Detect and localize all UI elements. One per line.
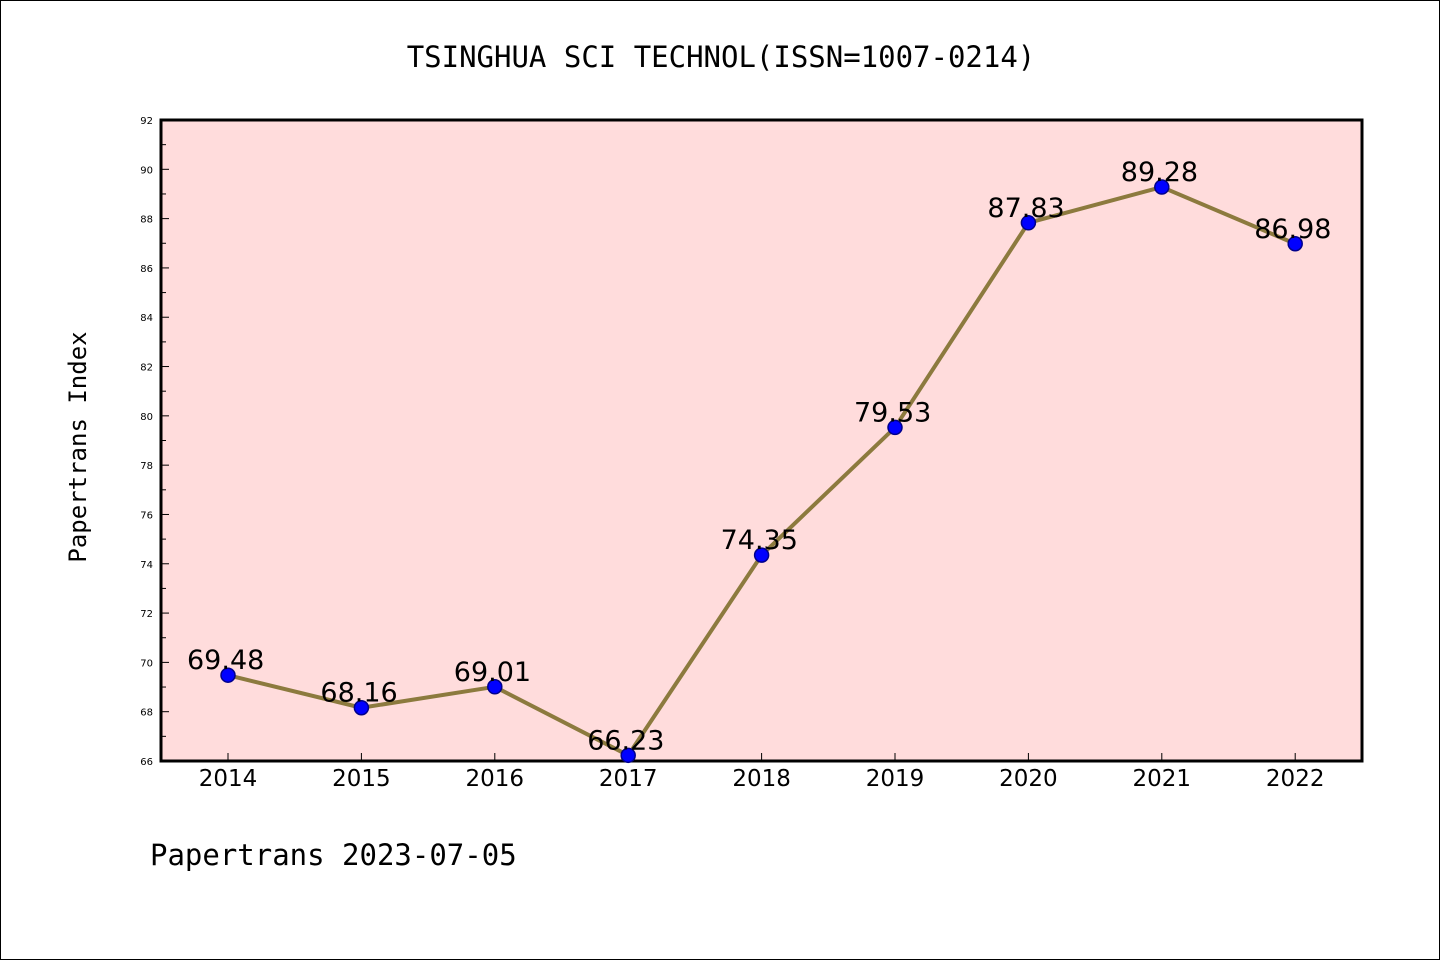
data-label: 68.16 — [320, 678, 397, 709]
y-axis-ticks: 66 68 70 72 74 76 78 80 82 84 86 88 90 92 — [140, 116, 169, 768]
data-point — [753, 547, 770, 563]
data-label: 89.28 — [1121, 157, 1198, 188]
x-tick-label: 2018 — [732, 766, 791, 792]
y-tick-label: 72 — [140, 609, 153, 620]
data-point — [887, 419, 903, 436]
x-axis-ticks: 2014 2015 2016 2017 2018 2019 2020 2021 2022 — [199, 753, 1325, 792]
data-label: 86.98 — [1254, 214, 1331, 245]
data-point — [487, 679, 503, 695]
data-label: 69.48 — [187, 645, 264, 676]
y-tick-label: 70 — [140, 658, 153, 669]
y-tick-label: 76 — [140, 510, 153, 521]
y-tick-label: 90 — [140, 165, 153, 176]
data-label: 87.83 — [987, 193, 1064, 224]
footer-credit: Papertrans 2023-07-05 — [150, 838, 517, 872]
data-labels: 69.48 68.16 69.01 66.23 74.35 79.53 87.83 89.28… — [187, 157, 1331, 756]
data-point — [620, 747, 636, 764]
y-tick-label: 68 — [140, 708, 153, 719]
x-tick-label: 2017 — [599, 766, 658, 792]
y-axis-label: Papertrans Index — [64, 331, 92, 562]
data-label: 66.23 — [587, 725, 664, 756]
y-tick-label: 86 — [140, 264, 153, 275]
x-tick-label: 2019 — [866, 766, 925, 792]
data-point — [1287, 236, 1303, 252]
data-label: 74.35 — [721, 525, 798, 556]
x-tick-label: 2015 — [332, 766, 391, 792]
x-tick-label: 2016 — [466, 766, 525, 792]
data-point — [1020, 215, 1037, 231]
y-tick-label: 84 — [140, 313, 153, 324]
chart-title: TSINGHUA SCI TECHNOL(ISSN=1007-0214) — [407, 40, 1036, 74]
y-tick-label: 88 — [140, 215, 153, 226]
y-tick-label: 74 — [140, 560, 153, 571]
plot-area — [159, 118, 1364, 763]
y-tick-label: 82 — [140, 363, 153, 374]
data-markers — [220, 179, 1303, 764]
y-tick-label: 78 — [140, 461, 153, 472]
data-point — [353, 699, 370, 716]
x-tick-label: 2020 — [999, 766, 1058, 792]
y-tick-label: 80 — [140, 412, 153, 423]
x-tick-label: 2022 — [1266, 766, 1325, 792]
y-tick-label: 92 — [140, 116, 153, 127]
data-label: 69.01 — [454, 657, 531, 688]
x-tick-label: 2021 — [1133, 766, 1192, 792]
data-point — [1154, 179, 1170, 195]
data-label: 79.53 — [854, 397, 931, 428]
data-point — [220, 667, 236, 683]
x-tick-label: 2014 — [199, 766, 258, 792]
y-tick-label: 66 — [140, 757, 153, 768]
